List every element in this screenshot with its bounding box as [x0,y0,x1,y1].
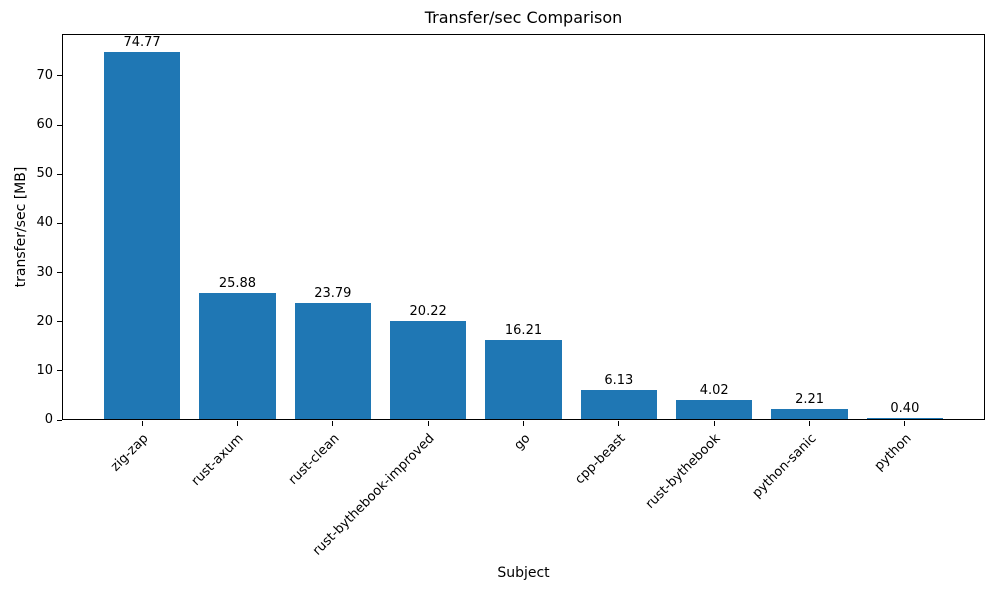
bar [580,389,657,420]
y-tick-mark [57,321,62,323]
bar-value-label: 23.79 [314,286,352,302]
bar [390,320,467,420]
y-tick-label: 50 [36,166,53,182]
bar-value-label: 4.02 [699,383,729,399]
x-tick-mark [141,421,143,426]
y-tick-mark [57,222,62,224]
x-tick-mark [236,421,238,426]
x-tick-label-text: rust-clean [285,431,343,488]
bar [676,400,753,420]
bar [294,303,371,420]
bar-value-label: 6.13 [604,372,634,388]
bar-value-label: 16.21 [504,323,543,339]
x-tick-mark [523,421,524,426]
bar-value-label: 20.22 [409,303,447,319]
y-tick-label: 20 [36,313,53,329]
y-tick-label: 10 [36,362,53,378]
x-tick-label-text: rust-axum [189,431,247,489]
x-tick-label-text: rust-bythebook [642,431,724,512]
y-tick-mark [57,419,62,421]
bar-value-label: 2.21 [795,392,825,408]
x-axis-label: Subject [497,565,550,581]
x-tick-label-text: python [871,431,915,474]
y-tick-mark [57,173,62,175]
bar-value-label: 0.40 [890,401,920,417]
y-tick-label: 40 [36,215,53,231]
x-tick-mark [904,421,906,426]
x-tick-mark [427,421,429,426]
bar-value-label: 74.77 [123,35,161,51]
y-tick-mark [57,370,62,372]
x-tick-mark [332,421,334,426]
y-tick-label: 60 [36,117,53,132]
x-tick-mark [618,421,620,426]
bar [866,418,944,420]
bar [103,52,181,420]
y-tick-mark [57,75,62,77]
bar-value-label: 25.88 [218,275,257,291]
chart-title: Transfer/sec Comparison [424,8,623,27]
y-tick-label: 0 [44,412,53,427]
y-tick-label: 70 [36,67,53,83]
y-tick-mark [57,272,62,273]
x-tick-mark [809,421,811,426]
bar [771,409,848,420]
bar [485,340,562,420]
x-tick-label-text: zig-zap [108,431,152,475]
x-tick-label-text: python-sanic [749,431,820,502]
bar [199,292,276,420]
y-tick-mark [57,124,62,126]
y-tick-label: 30 [36,264,53,280]
x-tick-label-text: cpp-beast [572,431,629,488]
x-tick-mark [713,421,715,426]
x-tick-label-text: go [510,431,533,454]
